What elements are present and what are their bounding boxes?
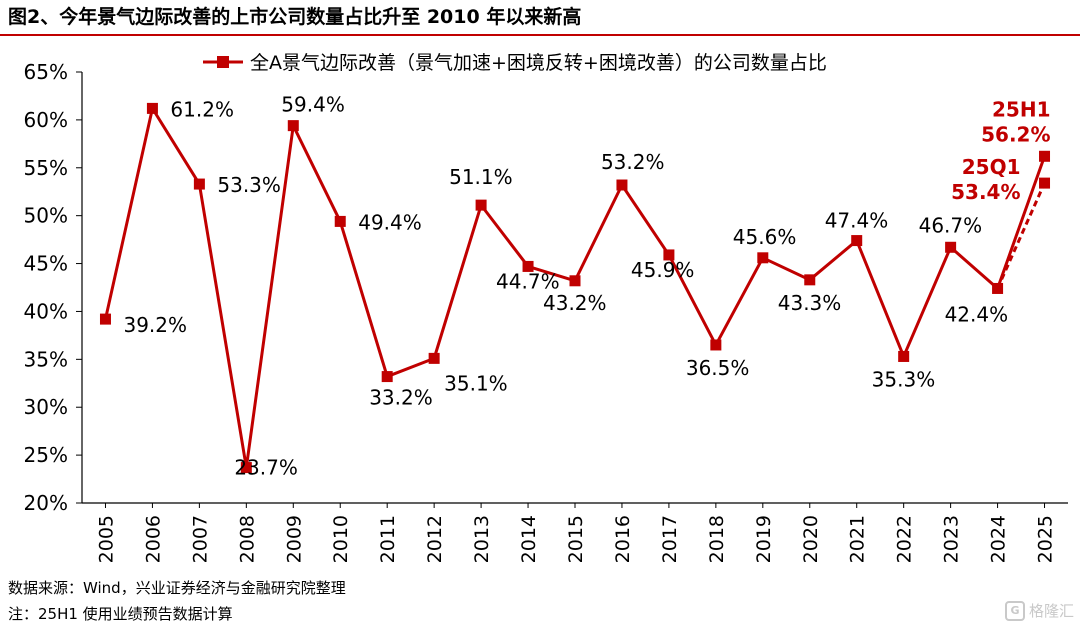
watermark-text: 格隆汇 — [1028, 602, 1074, 620]
data-point-marker — [616, 179, 628, 191]
series-markers — [99, 102, 1051, 474]
annotation-value-label: 53.4% — [951, 180, 1020, 204]
data-label: 45.9% — [631, 258, 695, 282]
data-label: 49.4% — [358, 210, 422, 234]
x-tick-label: 2013 — [471, 515, 493, 563]
x-tick-label: 2023 — [941, 515, 963, 563]
data-point-marker — [287, 120, 299, 132]
x-tick-label: 2009 — [283, 515, 305, 563]
data-label: 36.5% — [686, 356, 750, 380]
watermark-logo-icon: G — [1004, 600, 1025, 621]
data-label: 46.7% — [919, 213, 983, 237]
data-point-marker — [663, 249, 675, 261]
data-label: 35.1% — [444, 371, 508, 395]
data-point-marker — [146, 102, 158, 114]
data-point-marker-25q1 — [1039, 177, 1051, 189]
series-line — [104, 106, 1046, 470]
annotation-period-label: 25H1 — [992, 97, 1051, 121]
data-label: 35.3% — [872, 367, 936, 391]
data-point-marker — [757, 252, 769, 264]
x-tick-label: 2022 — [894, 515, 916, 563]
x-tick-label: 2006 — [142, 515, 164, 563]
y-tick-label: 40% — [24, 299, 68, 323]
data-point-marker — [522, 260, 534, 272]
chart-axes — [81, 72, 1068, 504]
x-tick-label: 2024 — [988, 515, 1010, 563]
data-point-marker — [804, 274, 816, 286]
data-point-marker — [945, 241, 957, 253]
y-tick-label: 60% — [24, 108, 68, 132]
data-point-marker — [428, 352, 440, 364]
legend-marker-swatch — [217, 56, 229, 68]
data-point-marker — [992, 282, 1004, 294]
data-point-marker — [569, 275, 581, 287]
data-point-marker — [99, 313, 111, 325]
data-label: 43.2% — [543, 291, 607, 315]
data-label: 33.2% — [369, 386, 433, 410]
data-point-marker — [240, 462, 252, 474]
data-point-marker — [381, 371, 393, 383]
data-label: 39.2% — [123, 313, 187, 337]
data-point-marker — [475, 199, 487, 211]
data-point-marker — [851, 235, 863, 247]
y-tick-label: 55% — [24, 156, 68, 180]
data-label: 44.7% — [496, 269, 560, 293]
x-tick-label: 2011 — [377, 515, 399, 563]
data-label: 47.4% — [825, 209, 889, 233]
x-tick-label: 2020 — [800, 515, 822, 563]
data-label: 51.1% — [449, 165, 513, 189]
x-tick-label: 2019 — [753, 515, 775, 563]
x-tick-label: 2010 — [330, 515, 352, 563]
x-axis-ticks: 2005 2006 2007 2008 2009 2010 2011 2012 2013 2014… — [95, 503, 1057, 563]
x-tick-label: 2017 — [659, 515, 681, 563]
x-tick-label: 2021 — [847, 515, 869, 563]
data-point-marker — [193, 178, 205, 190]
data-label: 45.6% — [733, 225, 797, 249]
x-tick-label: 2018 — [706, 515, 728, 563]
y-axis-ticks: 20% 25% 30% 35% 40% 45% 50% 55% 60% 65% — [24, 60, 82, 515]
y-tick-label: 20% — [24, 491, 68, 515]
x-tick-label: 2014 — [518, 515, 540, 563]
data-labels: 39.2% 61.2% 53.3% 23.7% 59.4% 49.4% 33.2% 35.1%… — [123, 93, 1050, 480]
figure-title: 图2、今年景气边际改善的上市公司数量占比升至 2010 年以来新高 — [8, 6, 582, 28]
data-point-marker — [1039, 150, 1051, 162]
x-tick-label: 2007 — [189, 515, 211, 563]
data-label: 61.2% — [170, 97, 234, 121]
footnote: 注：25H1 使用业绩预告数据计算 — [8, 605, 233, 623]
annotation-period-label: 25Q1 — [962, 155, 1021, 179]
data-point-marker — [334, 215, 346, 227]
source-note: 数据来源：Wind，兴业证券经济与金融研究院整理 — [8, 579, 346, 597]
annotation-value-label: 56.2% — [981, 122, 1050, 146]
legend-label: 全A景气边际改善（景气加速+困境反转+困境改善）的公司数量占比 — [250, 52, 827, 74]
chart-legend: 全A景气边际改善（景气加速+困境反转+困境改善）的公司数量占比 — [203, 52, 827, 74]
x-tick-label: 2015 — [565, 515, 587, 563]
data-label: 59.4% — [281, 93, 345, 117]
x-tick-label: 2025 — [1035, 515, 1057, 563]
data-point-marker — [898, 350, 910, 362]
x-tick-label: 2016 — [612, 515, 634, 563]
data-label: 23.7% — [234, 456, 298, 480]
y-tick-label: 65% — [24, 60, 68, 84]
data-label: 43.3% — [778, 291, 842, 315]
x-tick-label: 2012 — [424, 515, 446, 563]
y-tick-label: 30% — [24, 395, 68, 419]
x-tick-label: 2008 — [236, 515, 258, 563]
data-label: 53.3% — [217, 173, 281, 197]
y-tick-label: 45% — [24, 252, 68, 276]
y-tick-label: 25% — [24, 443, 68, 467]
x-tick-label: 2005 — [95, 515, 117, 563]
watermark: G 格隆汇 — [1004, 600, 1074, 621]
y-tick-label: 35% — [24, 347, 68, 371]
series-lines — [104, 106, 1046, 470]
y-tick-label: 50% — [24, 204, 68, 228]
title-rule — [0, 34, 1080, 36]
data-label: 42.4% — [945, 302, 1009, 326]
data-point-marker — [710, 339, 722, 351]
data-label: 53.2% — [601, 150, 665, 174]
